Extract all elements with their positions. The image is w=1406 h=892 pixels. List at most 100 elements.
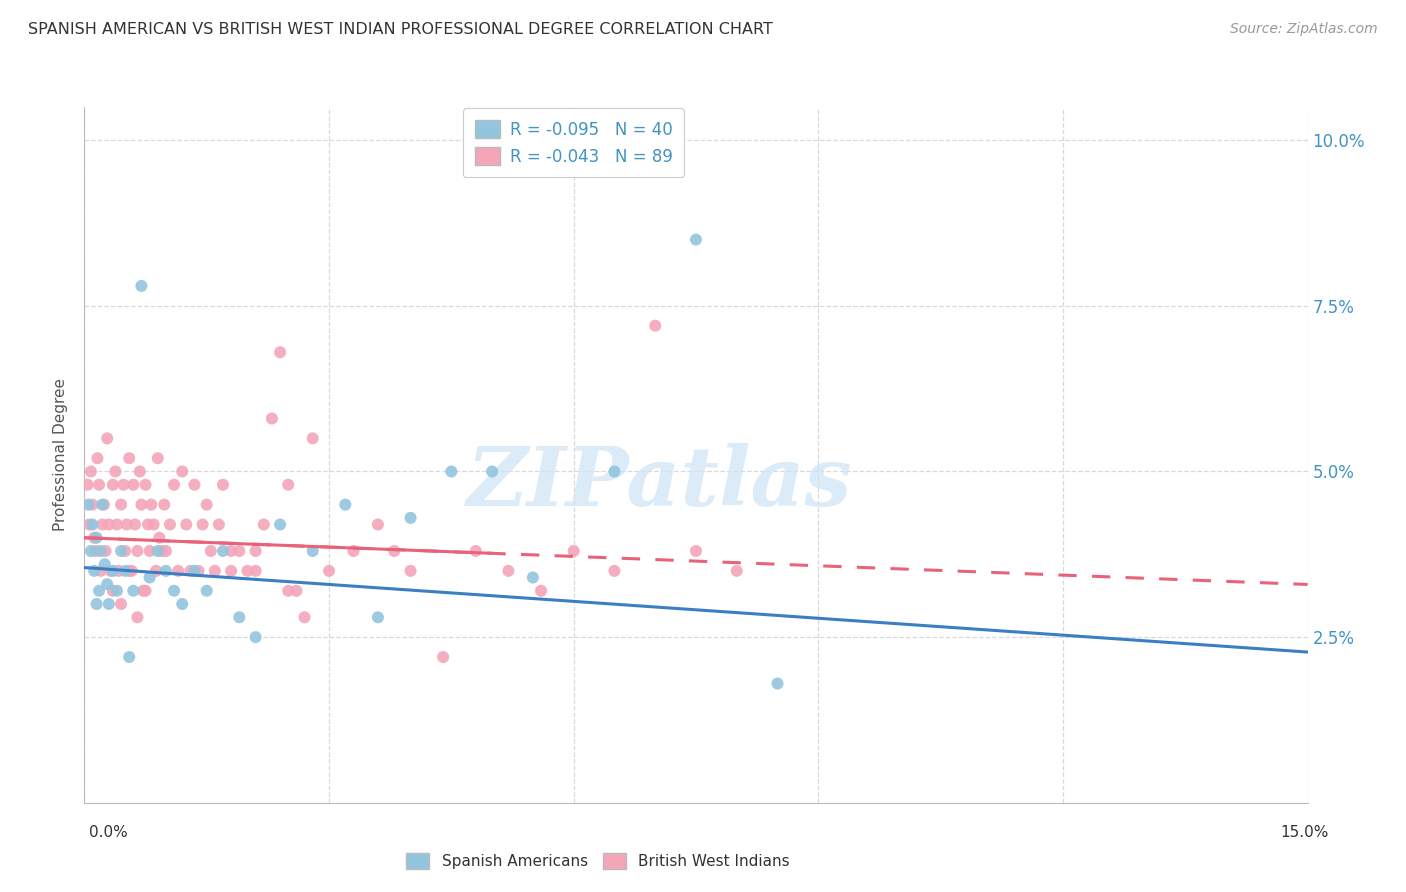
Point [131, 279, 153, 293]
Point [87, 583, 110, 598]
Point [82, 517, 104, 532]
Point [105, 517, 128, 532]
Point [107, 564, 129, 578]
Point [127, 544, 149, 558]
Point [155, 564, 177, 578]
Point [766, 676, 789, 690]
Point [124, 517, 146, 532]
Point [172, 465, 194, 479]
Point [96, 431, 118, 445]
Point [260, 411, 283, 425]
Point [685, 233, 707, 247]
Point [367, 517, 389, 532]
Point [76, 477, 98, 491]
Point [603, 465, 626, 479]
Point [294, 610, 316, 624]
Point [122, 477, 145, 491]
Point [382, 544, 405, 558]
Point [269, 345, 291, 359]
Point [93, 558, 117, 572]
Point [86, 597, 108, 611]
Point [82, 498, 104, 512]
Point [146, 451, 169, 466]
Point [83, 564, 105, 578]
Point [118, 451, 141, 466]
Point [110, 544, 132, 558]
Point [208, 517, 231, 532]
Point [432, 650, 454, 665]
Point [122, 583, 145, 598]
Y-axis label: Professional Degree: Professional Degree [53, 378, 69, 532]
Point [105, 583, 128, 598]
Point [155, 544, 177, 558]
Point [285, 583, 308, 598]
Text: 0.0%: 0.0% [89, 825, 128, 840]
Point [399, 511, 422, 525]
Point [245, 630, 267, 644]
Point [84, 544, 107, 558]
Point [191, 517, 214, 532]
Point [269, 517, 291, 532]
Point [219, 564, 242, 578]
Point [335, 498, 357, 512]
Point [112, 477, 135, 491]
Point [91, 498, 114, 512]
Point [245, 544, 267, 558]
Point [219, 544, 242, 558]
Point [77, 498, 100, 512]
Point [498, 564, 520, 578]
Text: 15.0%: 15.0% [1281, 825, 1329, 840]
Point [318, 564, 340, 578]
Point [204, 564, 226, 578]
Point [135, 477, 157, 491]
Point [83, 531, 105, 545]
Point [90, 564, 112, 578]
Point [101, 477, 124, 491]
Point [301, 431, 323, 445]
Point [685, 544, 707, 558]
Point [100, 564, 122, 578]
Point [110, 498, 132, 512]
Point [148, 531, 170, 545]
Point [104, 465, 127, 479]
Point [86, 451, 108, 466]
Point [481, 465, 503, 479]
Point [195, 498, 218, 512]
Point [253, 517, 276, 532]
Point [179, 564, 201, 578]
Point [367, 610, 389, 624]
Text: Source: ZipAtlas.com: Source: ZipAtlas.com [1230, 22, 1378, 37]
Point [183, 477, 205, 491]
Point [94, 544, 117, 558]
Point [142, 517, 165, 532]
Point [97, 597, 120, 611]
Point [101, 583, 124, 598]
Point [86, 531, 108, 545]
Legend: Spanish Americans, British West Indians: Spanish Americans, British West Indians [401, 847, 796, 875]
Point [644, 318, 666, 333]
Point [146, 544, 169, 558]
Point [132, 583, 155, 598]
Point [118, 650, 141, 665]
Point [277, 477, 299, 491]
Point [145, 564, 167, 578]
Point [93, 498, 115, 512]
Point [150, 544, 173, 558]
Point [114, 564, 136, 578]
Point [97, 517, 120, 532]
Point [245, 564, 267, 578]
Point [440, 465, 463, 479]
Point [399, 564, 422, 578]
Point [228, 610, 250, 624]
Point [167, 564, 190, 578]
Point [183, 564, 205, 578]
Point [236, 564, 259, 578]
Point [159, 517, 181, 532]
Point [228, 544, 250, 558]
Point [725, 564, 748, 578]
Point [121, 564, 143, 578]
Point [128, 465, 150, 479]
Point [135, 583, 157, 598]
Point [172, 597, 194, 611]
Point [153, 498, 176, 512]
